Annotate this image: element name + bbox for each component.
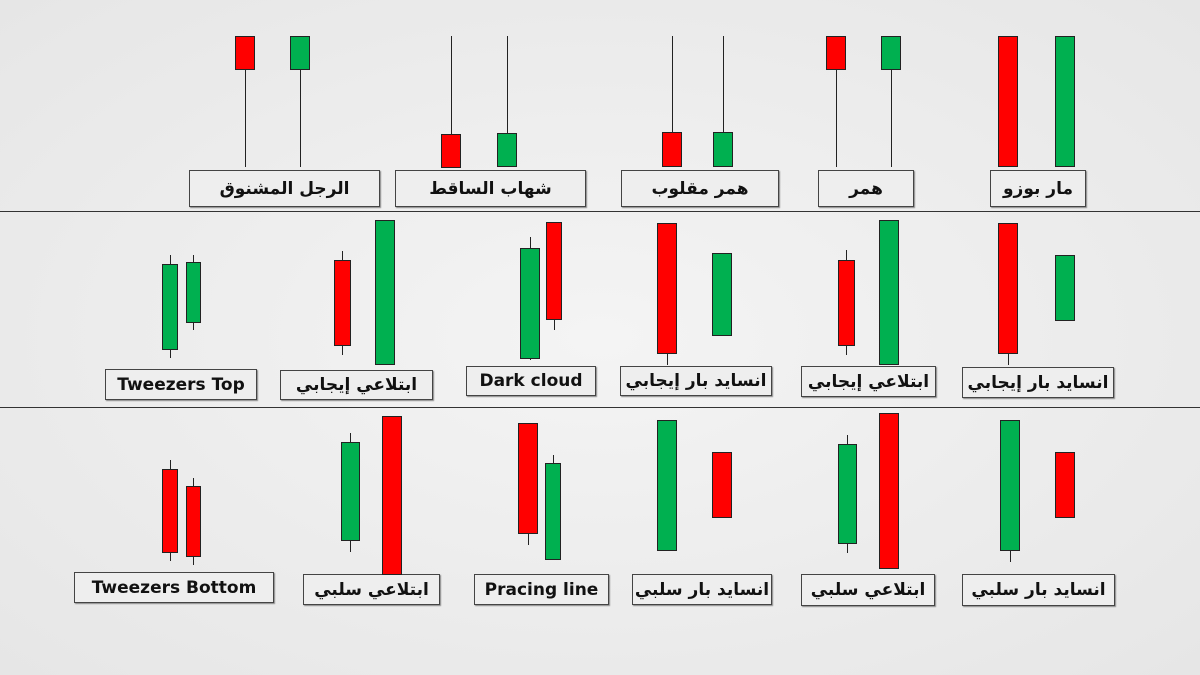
label-bullish-inside-bar-a: انسايد بار إيجابي [620,366,772,396]
bearish-candle [441,134,461,168]
label-bullish-inside-bar-b: انسايد بار إيجابي [962,367,1114,398]
bullish-candle [290,36,310,70]
candle-wick [891,36,892,167]
bullish-candle [1055,255,1075,321]
label-bearish-engulfing-a: ابتلاعي سلبي [303,574,440,605]
label-marubozu: مار بوزو [990,170,1086,207]
bullish-candle [881,36,901,70]
bullish-candle [657,420,677,551]
label-shooting-star: شهاب الساقط [395,170,586,207]
bearish-candle [382,416,402,575]
candle-wick [836,36,837,167]
bearish-candle [826,36,846,70]
label-hanging-man: الرجل المشنوق [189,170,380,207]
bearish-candle [518,423,538,534]
bullish-candle [838,444,857,544]
bearish-candle [334,260,351,346]
bearish-candle [546,222,562,320]
label-hammer: همر [818,170,914,207]
bullish-candle [341,442,360,541]
label-dark-cloud: Dark cloud [466,366,596,396]
label-bearish-inside-bar-a: انسايد بار سلبي [632,574,772,605]
bearish-candle [838,260,855,346]
candle-wick [723,36,724,167]
bullish-candle [545,463,561,560]
bullish-candle [497,133,517,167]
bullish-candle [879,220,899,365]
bullish-candle [520,248,540,359]
label-inverted-hammer: همر مقلوب [621,170,779,207]
row-divider-1 [0,211,1200,212]
candle-wick [245,36,246,167]
label-bullish-engulfing-b: ابتلاعي إيجابي [801,366,936,397]
bullish-candle [1055,36,1075,167]
bearish-candle [162,469,178,553]
bullish-candle [713,132,733,167]
bullish-candle [162,264,178,350]
bearish-candle [998,36,1018,167]
candle-wick [507,36,508,167]
bullish-candle [186,262,201,323]
bearish-candle [657,223,677,354]
bearish-candle [662,132,682,167]
label-bearish-inside-bar-b: انسايد بار سلبي [962,574,1115,606]
candle-wick [300,36,301,167]
candle-wick [451,36,452,168]
bullish-candle [375,220,395,365]
bullish-candle [712,253,732,336]
label-tweezers-top: Tweezers Top [105,369,257,400]
bearish-candle [235,36,255,70]
label-piercing-line: Pracing line [474,574,609,605]
label-bullish-engulfing-a: ابتلاعي إيجابي [280,370,433,400]
candle-wick [672,36,673,167]
bearish-candle [1055,452,1075,518]
label-tweezers-bottom: Tweezers Bottom [74,572,274,603]
bearish-candle [712,452,732,518]
bullish-candle [1000,420,1020,551]
row-divider-2 [0,407,1200,408]
bearish-candle [186,486,201,557]
bearish-candle [998,223,1018,354]
bearish-candle [879,413,899,569]
label-bearish-engulfing-b: ابتلاعي سلبي [801,574,935,606]
